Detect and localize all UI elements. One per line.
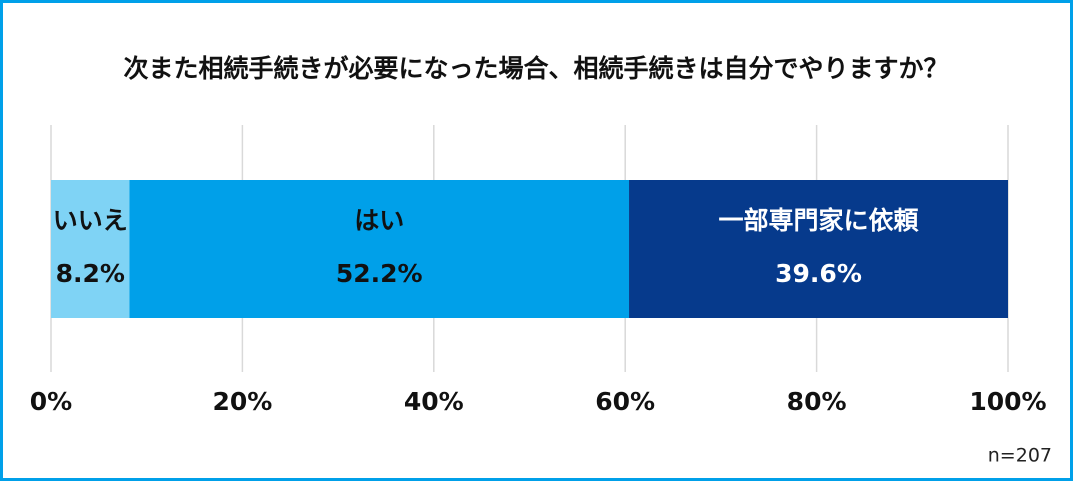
bar-segment: [51, 180, 130, 318]
x-tick-label: 80%: [787, 387, 847, 416]
x-tick-label: 0%: [30, 387, 72, 416]
sample-size-note: n=207: [988, 445, 1052, 467]
segment-name: 一部専門家に依頼: [719, 206, 920, 235]
value-label: 39.6%: [775, 259, 862, 288]
x-tick-label: 100%: [969, 387, 1046, 416]
segment-name: はい: [354, 206, 404, 235]
x-tick-label: 40%: [404, 387, 464, 416]
x-tick-label: 20%: [212, 387, 272, 416]
bar-segment: [129, 180, 630, 318]
value-label: 52.2%: [336, 259, 423, 288]
bar-segment: [629, 180, 1008, 318]
chart-title: 次また相続手続きが必要になった場合、相続手続きは自分でやりますか？: [123, 54, 948, 83]
value-label: 8.2%: [56, 259, 125, 288]
segment-name: いいえ: [53, 206, 128, 235]
x-tick-label: 60%: [595, 387, 655, 416]
